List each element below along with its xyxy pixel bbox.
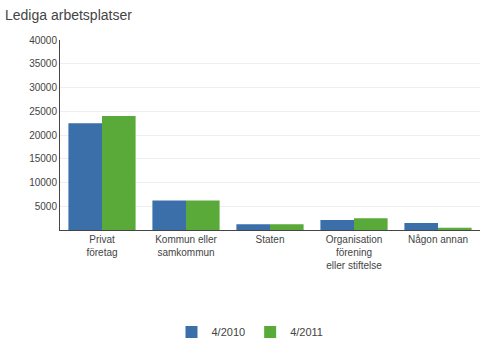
svg-text:25000: 25000 [29, 106, 57, 117]
svg-text:20000: 20000 [29, 130, 57, 141]
svg-text:Kommun ellersamkommun: Kommun ellersamkommun [155, 234, 217, 258]
svg-text:Organisationföreningeller stif: Organisationföreningeller stiftelse [326, 234, 383, 271]
svg-text:30000: 30000 [29, 82, 57, 93]
svg-text:Privatföretag: Privatföretag [86, 234, 117, 258]
svg-text:Någon annan: Någon annan [408, 234, 468, 245]
svg-text:40000: 40000 [29, 35, 57, 46]
svg-text:Staten: Staten [256, 234, 285, 245]
svg-text:4/2010: 4/2010 [212, 326, 246, 338]
svg-text:35000: 35000 [29, 58, 57, 69]
svg-text:10000: 10000 [29, 177, 57, 188]
svg-text:15000: 15000 [29, 153, 57, 164]
svg-text:5000: 5000 [35, 201, 58, 212]
svg-text:4/2011: 4/2011 [290, 326, 323, 338]
svg-text:Lediga arbetsplatser: Lediga arbetsplatser [5, 7, 132, 23]
